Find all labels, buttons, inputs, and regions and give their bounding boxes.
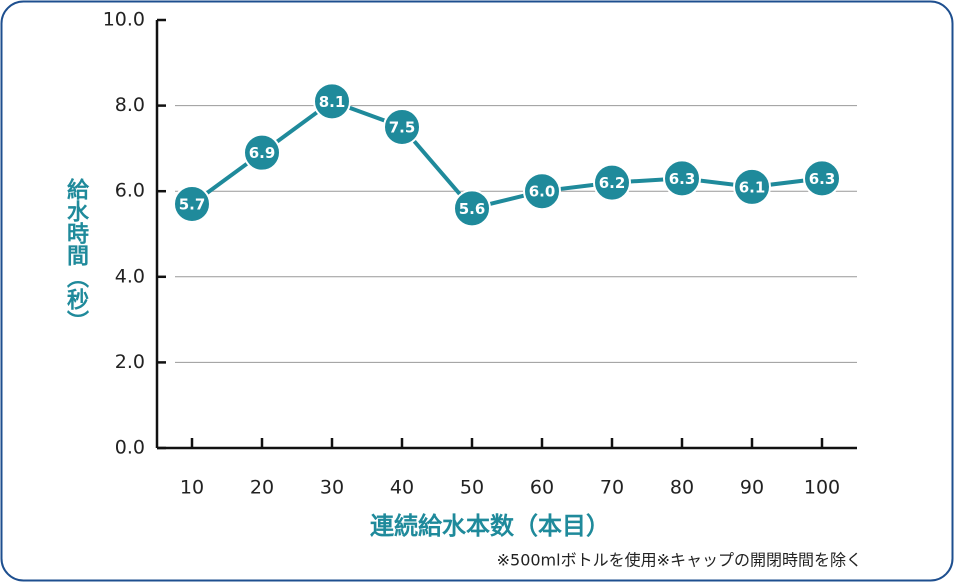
data-label: 6.9 bbox=[249, 144, 276, 162]
data-point bbox=[453, 189, 491, 228]
x-tick-label: 10 bbox=[180, 477, 204, 499]
data-point bbox=[523, 172, 561, 211]
footnote: ※500mlボトルを使用※キャップの開閉時間を除く bbox=[497, 551, 862, 570]
data-label: 8.1 bbox=[319, 93, 346, 111]
series-line bbox=[190, 99, 823, 211]
data-label: 6.3 bbox=[669, 170, 696, 188]
x-axis-title: 連続給水本数（本目） bbox=[370, 512, 610, 540]
data-point bbox=[593, 163, 631, 202]
x-tick-label: 50 bbox=[460, 477, 484, 499]
data-point bbox=[243, 133, 281, 172]
x-tick-label: 20 bbox=[250, 477, 274, 499]
data-point bbox=[313, 82, 351, 121]
data-point bbox=[663, 159, 701, 198]
data-label: 5.7 bbox=[179, 196, 206, 214]
x-tick-label: 90 bbox=[740, 477, 764, 499]
x-tick-label: 30 bbox=[320, 477, 344, 499]
x-tick-label: 70 bbox=[600, 477, 624, 499]
y-tick-label: 2.0 bbox=[115, 351, 145, 373]
y-tick-label: 10.0 bbox=[103, 9, 145, 31]
y-tick-label: 6.0 bbox=[115, 180, 145, 202]
x-tick-label: 100 bbox=[804, 477, 840, 499]
y-tick-label: 4.0 bbox=[115, 265, 145, 287]
y-tick-label: 0.0 bbox=[115, 437, 145, 459]
data-label: 6.1 bbox=[739, 178, 766, 196]
data-label: 5.6 bbox=[459, 200, 486, 218]
data-point bbox=[383, 108, 421, 146]
x-tick-label: 80 bbox=[670, 477, 694, 499]
y-axis-title: 給水時間（秒） bbox=[63, 177, 89, 332]
data-point bbox=[733, 167, 771, 206]
data-label: 6.0 bbox=[529, 183, 556, 201]
data-label: 6.3 bbox=[809, 170, 836, 188]
data-point bbox=[173, 185, 211, 224]
y-tick-label: 8.0 bbox=[115, 94, 145, 116]
data-label: 7.5 bbox=[389, 119, 416, 137]
data-label: 6.2 bbox=[599, 174, 626, 192]
x-tick-label: 60 bbox=[530, 477, 554, 499]
data-point bbox=[803, 159, 841, 198]
x-tick-label: 40 bbox=[390, 477, 414, 499]
